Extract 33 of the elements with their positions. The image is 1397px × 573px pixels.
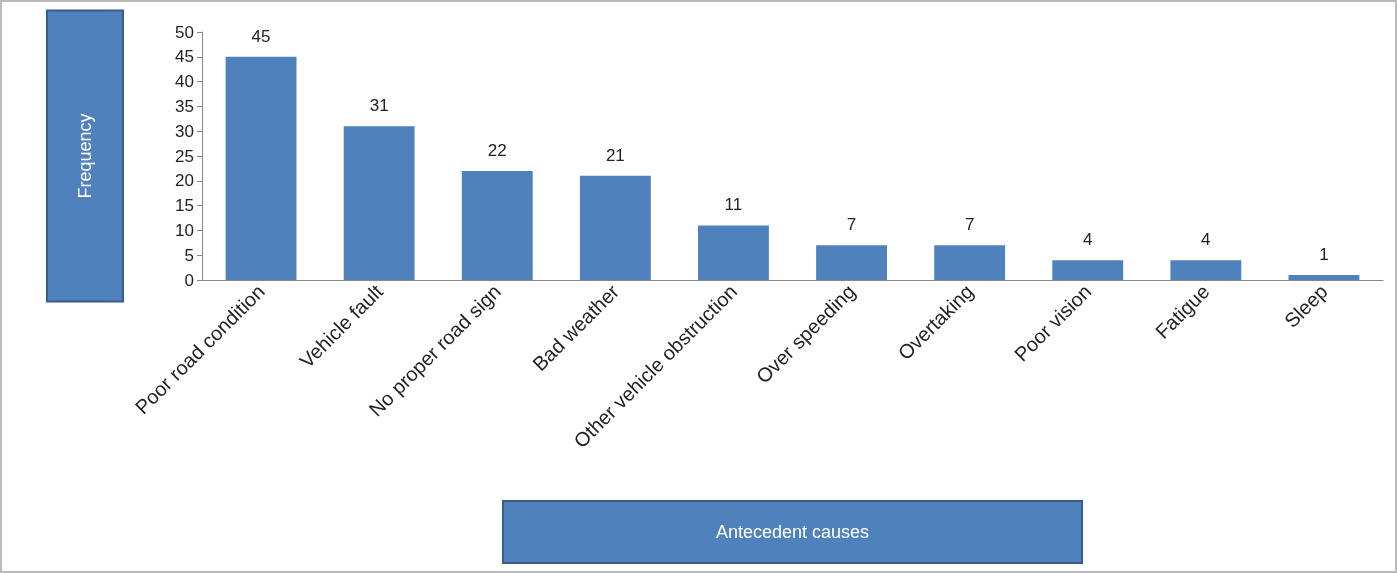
data-label: 31 <box>369 96 389 116</box>
data-label: 4 <box>1201 230 1211 250</box>
bar <box>1170 260 1242 280</box>
bar <box>698 225 769 280</box>
y-tick-label: 20 <box>175 171 194 191</box>
bar <box>816 245 887 280</box>
data-label: 7 <box>846 215 857 235</box>
bar <box>1288 275 1360 280</box>
y-tick-label: 10 <box>175 220 194 240</box>
data-label: 4 <box>1083 230 1093 250</box>
y-tick-label: 50 <box>175 22 194 42</box>
data-label: 1 <box>1319 245 1329 265</box>
bar <box>343 126 415 280</box>
y-tick-label: 30 <box>175 121 194 141</box>
y-tick-label: 25 <box>175 146 194 166</box>
data-label: 7 <box>964 215 975 235</box>
bar <box>225 56 297 280</box>
data-label: 45 <box>251 26 271 46</box>
bar <box>579 175 651 280</box>
bar <box>1052 260 1124 280</box>
y-axis-title: Frequency <box>75 113 95 199</box>
y-tick-label: 45 <box>175 47 194 67</box>
y-tick-label: 40 <box>175 72 194 92</box>
y-tick-label: 5 <box>184 245 194 265</box>
data-label: 21 <box>605 145 625 165</box>
bar <box>934 245 1006 280</box>
data-label: 11 <box>724 195 743 215</box>
y-tick-label: 35 <box>175 96 194 116</box>
x-axis-title: Antecedent causes <box>715 522 870 542</box>
y-tick-label: 0 <box>184 270 194 290</box>
y-tick-label: 15 <box>175 196 194 216</box>
bar <box>461 170 533 280</box>
data-label: 22 <box>487 140 507 160</box>
